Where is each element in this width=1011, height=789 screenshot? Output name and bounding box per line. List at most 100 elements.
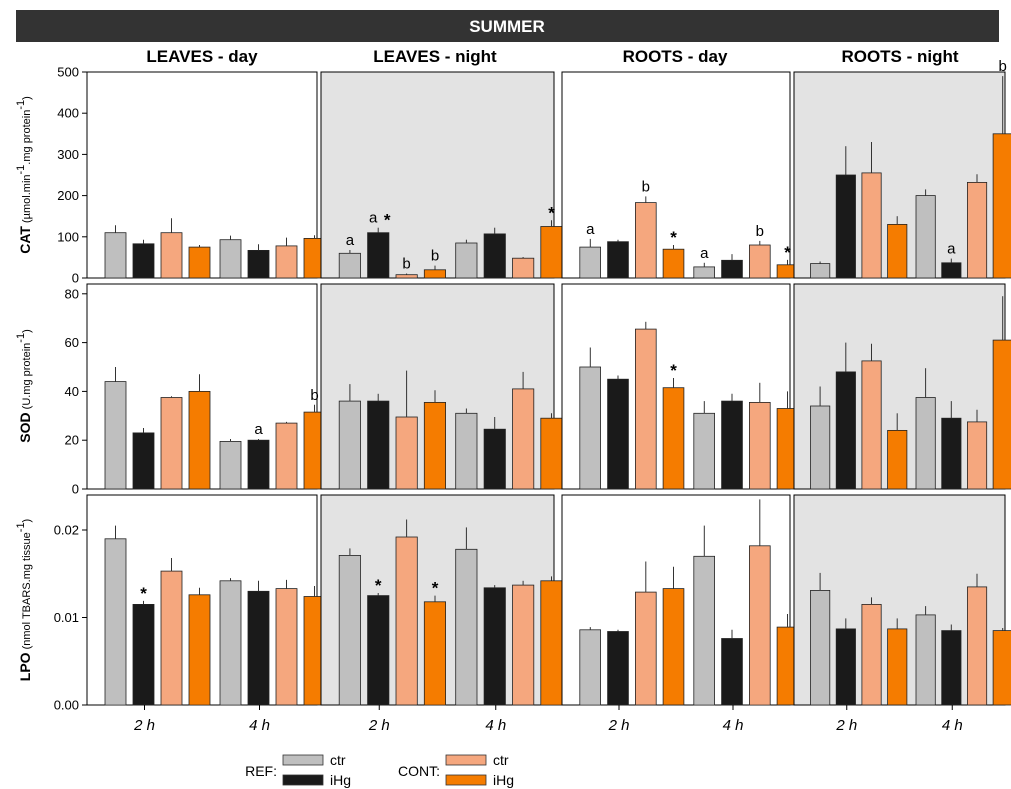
bar <box>219 440 242 490</box>
x-tick-label: 2 h <box>368 717 390 734</box>
bar <box>967 421 988 490</box>
y-tick-label: 100 <box>57 229 79 244</box>
y-tick-label: 60 <box>65 335 79 350</box>
y-label-part: (nmol TBARS.mg tissue <box>21 532 33 652</box>
bar <box>835 628 856 706</box>
significance-letter: a <box>700 245 709 262</box>
significance-star: * <box>670 228 677 247</box>
column-title-2: LEAVES - night <box>373 47 497 66</box>
bar <box>188 246 211 279</box>
bar <box>967 181 988 279</box>
legend: REF: ctr iHg CONT: ctr iHg <box>245 752 514 788</box>
x-tick-label: 4 h <box>942 717 963 734</box>
bar <box>941 417 962 490</box>
y-tick-label: 20 <box>65 433 79 448</box>
bar <box>861 604 882 706</box>
bar <box>160 232 183 279</box>
y-tick-label: 300 <box>57 147 79 162</box>
bar <box>219 580 242 706</box>
significance-star: * <box>548 203 555 222</box>
bar <box>338 400 361 490</box>
panel-cat-2 <box>320 71 555 279</box>
significance-star: * <box>784 243 791 262</box>
bar <box>915 397 936 490</box>
bar <box>455 412 478 490</box>
x-tick-label: 4 h <box>249 717 270 734</box>
bar <box>749 244 771 279</box>
significance-star: * <box>140 584 147 603</box>
bar <box>104 232 127 279</box>
bar <box>275 245 298 279</box>
bar <box>607 631 629 706</box>
legend-entry-label: iHg <box>330 772 351 788</box>
y-label-part: ) <box>21 96 33 100</box>
x-tick-labels: 2 h 4 h 2 h 4 h 2 h 4 h 2 h 4 h <box>133 717 963 734</box>
x-tick-label: 4 h <box>723 717 744 734</box>
bar <box>104 538 127 706</box>
bar <box>861 360 882 490</box>
bar <box>483 233 506 279</box>
bar <box>395 536 418 706</box>
bar <box>915 195 936 279</box>
bar <box>887 429 908 490</box>
y-label-part: -1 <box>15 333 27 343</box>
bar <box>275 422 298 490</box>
y-label-part: (U.mg protein <box>21 343 33 413</box>
bar <box>835 371 856 490</box>
bar <box>455 548 478 706</box>
legend-entry-label: iHg <box>493 772 514 788</box>
bar <box>455 242 478 279</box>
bar <box>810 405 831 490</box>
legend-entry-label: ctr <box>493 752 509 768</box>
bar <box>887 223 908 279</box>
y-label-part: .mg protein <box>21 110 33 165</box>
y-tick-label: 0 <box>72 271 79 286</box>
y-axis-label-cat: CAT (µmol.min-1.mg protein-1) <box>15 96 33 254</box>
bar <box>132 604 155 706</box>
bar <box>512 388 535 490</box>
bar <box>338 555 361 706</box>
y-tick-label: 200 <box>57 188 79 203</box>
y-label-part: -1 <box>15 165 27 175</box>
bar <box>579 366 601 490</box>
x-tick-label: 2 h <box>133 717 155 734</box>
bar <box>423 601 446 706</box>
y-tick-label: 0.02 <box>54 523 79 538</box>
bar <box>693 412 715 490</box>
bar <box>367 595 390 706</box>
bar <box>540 226 563 279</box>
y-tick-label: 0 <box>72 482 79 497</box>
significance-letter: a <box>947 241 956 258</box>
bar <box>483 428 506 490</box>
bar <box>247 590 270 706</box>
y-label-part: CAT <box>17 226 33 254</box>
x-tick-label: 4 h <box>485 717 506 734</box>
y-axis-labels: CAT (µmol.min-1.mg protein-1) SOD (U.mg p… <box>15 96 33 681</box>
legend-group-label: CONT: <box>398 763 440 779</box>
bar <box>810 263 831 279</box>
bar <box>721 400 743 490</box>
bar <box>579 246 601 279</box>
legend-swatch <box>282 754 324 766</box>
panel-cat-3 <box>561 71 791 279</box>
bar <box>540 417 563 490</box>
bar <box>887 628 908 706</box>
significance-letter: b <box>756 223 764 240</box>
y-label-part: LPO <box>17 652 33 681</box>
bar <box>992 630 1011 706</box>
y-label-part: SOD <box>17 412 33 442</box>
bar <box>540 580 563 706</box>
y-tick-label: 0.01 <box>54 610 79 625</box>
legend-swatch <box>282 774 324 786</box>
bar <box>367 232 390 279</box>
bar <box>395 274 418 279</box>
column-titles: LEAVES - day LEAVES - night ROOTS - day ROO… <box>146 47 958 66</box>
bar <box>160 397 183 490</box>
bar <box>662 248 685 279</box>
significance-letter: a <box>369 210 378 227</box>
bar <box>992 133 1011 279</box>
significance-letter: b <box>310 387 318 404</box>
y-tick-label: 80 <box>65 286 79 301</box>
bar <box>835 174 856 279</box>
